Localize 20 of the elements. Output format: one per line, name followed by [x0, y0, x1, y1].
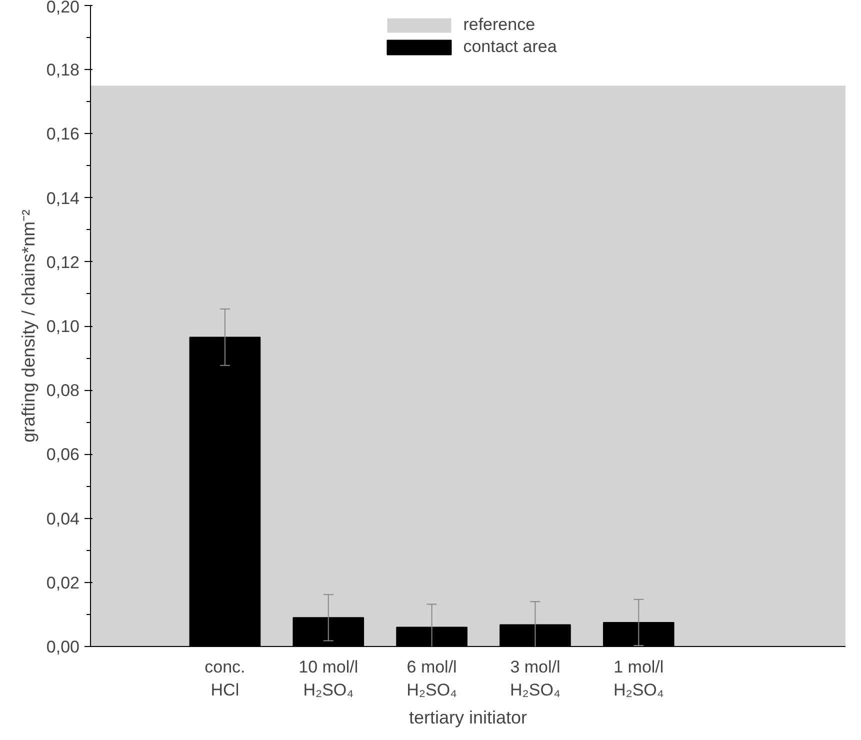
y-tick-label: 0,16	[46, 124, 80, 144]
x-tick-label: 1 mol/l H₂SO₄	[613, 658, 664, 700]
x-tick-label: 10 mol/l H₂SO₄	[298, 658, 358, 700]
y-axis-title: grafting density / chains*nm⁻²	[18, 209, 38, 443]
y-tick-label: 0,18	[46, 60, 80, 80]
y-tick-label: 0,04	[46, 509, 80, 528]
y-tick-label: 0,08	[46, 381, 80, 400]
x-tick-label: conc. HCl	[204, 658, 246, 700]
y-tick-label: 0,10	[46, 317, 80, 336]
y-tick-label: 0,20	[46, 0, 80, 16]
y-tick-label: 0,14	[46, 188, 80, 208]
y-tick-label: 0,00	[46, 638, 80, 656]
legend-label: reference	[463, 15, 536, 35]
x-tick-label: 6 mol/l H₂SO₄	[406, 658, 458, 700]
y-tick-label: 0,06	[46, 445, 80, 464]
x-axis-title: tertiary initiator	[408, 707, 528, 728]
y-tick-label: 0,02	[46, 573, 80, 592]
y-tick-label: 0,12	[46, 252, 80, 272]
legend-label: contact area	[463, 37, 557, 57]
x-tick-label: 3 mol/l H₂SO₄	[510, 658, 560, 700]
